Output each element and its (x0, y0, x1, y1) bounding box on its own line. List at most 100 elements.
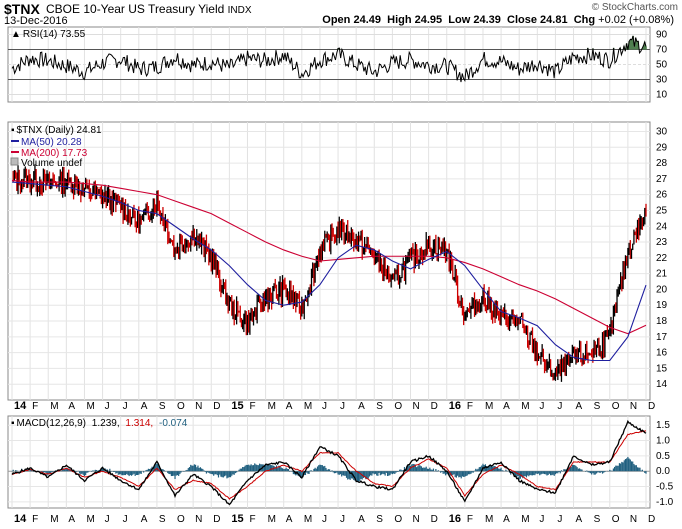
x-axis-label: S (594, 514, 601, 525)
x-axis-label: A (576, 401, 583, 412)
price-y-tick: 23 (656, 237, 668, 248)
x-axis-label: D (431, 401, 438, 412)
price-y-tick: 30 (656, 126, 668, 137)
price-panel-frame (7, 121, 651, 401)
chart-header: $TNX CBOE 10-Year US Treasury Yield INDX… (0, 0, 682, 27)
x-axis-label: S (159, 401, 166, 412)
ma50-line (11, 181, 647, 362)
x-axis-label: A (503, 401, 510, 412)
x-axis-label: J (557, 401, 562, 412)
x-axis-label: A (286, 514, 293, 525)
x-axis-label: J (123, 514, 128, 525)
x-axis-label: F (249, 401, 255, 412)
x-axis-label: J (322, 514, 327, 525)
volume-swatch (10, 157, 19, 166)
x-axis-label: J (539, 401, 544, 412)
x-axis-label: 15 (231, 513, 243, 525)
macd-line (11, 419, 647, 506)
x-axis-label: J (340, 514, 345, 525)
x-axis-label: F (249, 514, 255, 525)
x-axis-label: M (485, 514, 493, 525)
x-axis-label: O (177, 514, 185, 525)
price-y-tick: 22 (656, 253, 668, 264)
x-axis-label: M (304, 401, 312, 412)
ma200-line (11, 179, 647, 335)
x-axis-label: F (32, 514, 38, 525)
x-axis-label: 16 (449, 400, 461, 412)
rsi-line (11, 35, 647, 83)
price-y-tick: 14 (656, 379, 668, 390)
x-axis-label: F (467, 401, 473, 412)
price-y-tick: 25 (656, 205, 668, 216)
x-axis-label: O (612, 514, 620, 525)
price-legend: ▪ $TNX (Daily) 24.81 (11, 125, 102, 136)
macd-y-tick: 1.0 (656, 436, 670, 447)
x-axis-label: J (105, 401, 110, 412)
ticker-symbol: $TNX (4, 1, 40, 17)
x-axis-label: M (521, 514, 529, 525)
x-axis-label: M (268, 401, 276, 412)
x-axis-label: 14 (14, 400, 27, 412)
macd-y-tick: 0.0 (656, 466, 670, 477)
rsi-legend: ▲ RSI(14) 73.55 (11, 29, 86, 40)
macd-y-tick: 0.5 (656, 451, 670, 462)
instrument-name: CBOE 10-Year US Treasury Yield INDX (46, 2, 252, 16)
x-axis-label: M (50, 401, 58, 412)
price-y-tick: 27 (656, 174, 668, 185)
x-axis-label: J (539, 514, 544, 525)
macd-legend: ▪ MACD(12,26,9) 1.239, 1.314, -0.074 (11, 418, 188, 429)
x-axis-label: A (141, 401, 148, 412)
x-axis-label: D (648, 401, 655, 412)
x-axis-label: O (612, 401, 620, 412)
x-axis-label: A (68, 514, 75, 525)
price-y-tick: 15 (656, 363, 668, 374)
x-axis-label: O (394, 401, 402, 412)
x-axis-label: N (413, 514, 420, 525)
ma50-legend: MA(50) 20.28 (21, 137, 82, 148)
price-y-tick: 28 (656, 158, 668, 169)
x-axis-label: M (521, 401, 529, 412)
x-axis-label: S (159, 514, 166, 525)
x-axis-label: M (86, 514, 94, 525)
price-y-tick: 24 (656, 221, 668, 232)
x-axis-label: S (594, 401, 601, 412)
x-axis-label: J (557, 514, 562, 525)
rsi-y-tick: 50 (656, 60, 668, 71)
price-y-tick: 21 (656, 269, 668, 280)
x-axis-label: A (358, 514, 365, 525)
x-axis-label: O (394, 514, 402, 525)
x-axis-label: J (340, 401, 345, 412)
x-axis-label: N (413, 401, 420, 412)
x-axis-label: M (268, 514, 276, 525)
x-axis-label: M (304, 514, 312, 525)
x-axis-label: N (630, 514, 637, 525)
x-axis-label: M (86, 401, 94, 412)
quote-summary: Open 24.49 High 24.95 Low 24.39 Close 24… (322, 14, 674, 26)
x-axis-label: A (286, 401, 293, 412)
x-axis-label: N (195, 401, 202, 412)
x-axis-label: S (376, 514, 383, 525)
price-y-tick: 19 (656, 300, 668, 311)
x-axis-label: J (105, 514, 110, 525)
x-axis-label: A (358, 401, 365, 412)
copyright-label: © StockCharts.com (591, 2, 678, 13)
macd-panel-frame (7, 415, 651, 509)
ma200-legend: MA(200) 17.73 (21, 148, 88, 159)
x-axis-label: M (485, 401, 493, 412)
price-y-tick: 29 (656, 142, 668, 153)
x-axis-label: N (195, 514, 202, 525)
x-axis-label: D (213, 401, 220, 412)
volume-legend: Volume undef (21, 158, 82, 169)
x-axis-label: A (576, 514, 583, 525)
x-axis-label: A (141, 514, 148, 525)
x-axis-label: F (467, 514, 473, 525)
macd-signal-line (11, 430, 647, 500)
x-axis-label: D (431, 514, 438, 525)
x-axis-label: J (322, 401, 327, 412)
x-axis-label: D (213, 514, 220, 525)
x-axis-label: A (503, 514, 510, 525)
macd-y-tick: -0.5 (656, 482, 674, 493)
x-axis-label: 16 (449, 513, 461, 525)
x-axis-label: D (648, 514, 655, 525)
